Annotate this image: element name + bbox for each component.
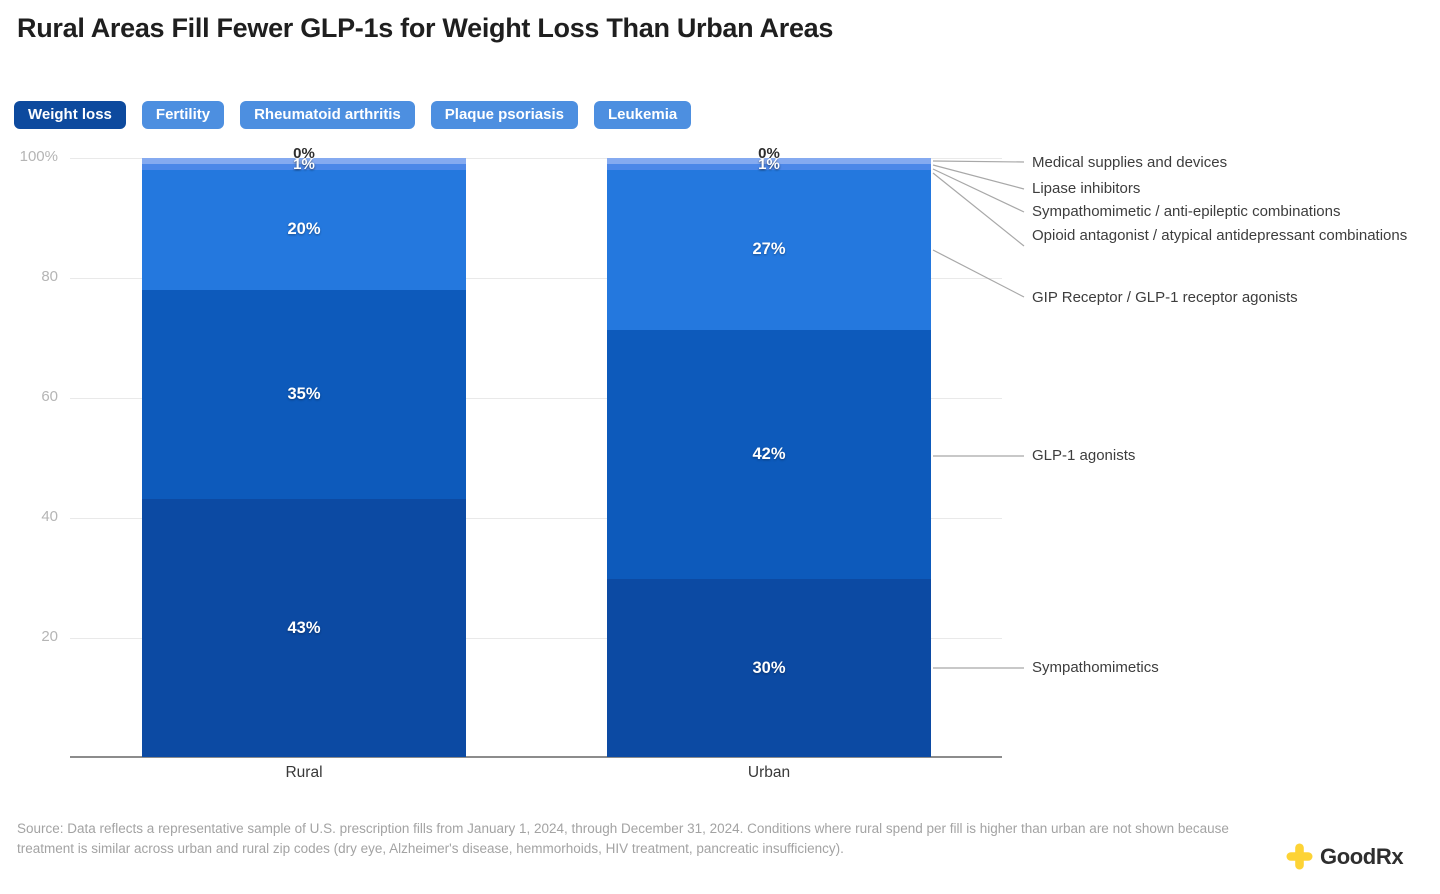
source-note: Source: Data reflects a representative s… — [17, 821, 1229, 856]
segment-value-label: 35% — [287, 385, 321, 404]
goodrx-logo: GoodRx — [1286, 843, 1404, 870]
y-tick-40: 40 — [41, 508, 58, 525]
gridline-100 — [70, 158, 1002, 159]
y-tick-20: 20 — [41, 628, 58, 645]
bar-segment-gip-glp1-agonists[interactable]: 27% — [607, 169, 931, 330]
segment-value-label: 20% — [287, 220, 321, 239]
bar-segment-gip-glp1-agonists[interactable]: 20% — [142, 169, 466, 290]
annotation-gip-glp1-agonists: GIP Receptor / GLP-1 receptor agonists — [1032, 289, 1298, 306]
segment-value-label: 42% — [752, 445, 786, 463]
segment-value-label: 43% — [287, 618, 321, 637]
x-label-rural: Rural — [285, 764, 323, 781]
annotation-glp1-agonists: GLP-1 agonists — [1032, 447, 1136, 464]
tab-leukemia[interactable]: Leukemia — [594, 101, 692, 129]
tab-fertility[interactable]: Fertility — [141, 101, 225, 129]
stacked-bar-urban[interactable]: 27% 42% 30% — [607, 158, 931, 757]
y-tick-100: 100% — [19, 148, 58, 165]
tab-weight-loss[interactable]: Weight loss — [14, 101, 126, 129]
condition-tabs: Weight loss Fertility Rheumatoid arthrit… — [14, 101, 692, 129]
gridline-20 — [70, 638, 1002, 639]
y-tick-80: 80 — [41, 268, 58, 285]
annotation-sympathomimetics: Sympathomimetics — [1032, 659, 1159, 676]
bar-segment-opioid-antagonist-combos[interactable] — [607, 163, 931, 170]
x-label-urban: Urban — [747, 764, 791, 781]
bar-segment-sympathomimetics[interactable]: 43% — [142, 499, 466, 757]
annotation-lipase-inhibitors: Lipase inhibitors — [1032, 180, 1141, 197]
x-axis-line — [70, 756, 1002, 758]
bar-segment-sympathomimetics[interactable]: 30% — [607, 579, 931, 757]
gridline-80 — [70, 278, 1002, 279]
gridline-60 — [70, 398, 1002, 399]
segment-value-label: 30% — [752, 658, 786, 677]
goodrx-logo-text: GoodRx — [1320, 843, 1404, 869]
bar-segment-opioid-antagonist-combos[interactable] — [142, 163, 466, 170]
segment-value-label: 27% — [752, 240, 786, 259]
annotation-sympathomimetic-anti-epileptic: Sympathomimetic / anti-epileptic combina… — [1032, 203, 1341, 220]
page-title: Rural Areas Fill Fewer GLP-1s for Weight… — [17, 13, 834, 43]
bar-segment-glp1-agonists[interactable]: 35% — [142, 289, 466, 500]
gridline-40 — [70, 518, 1002, 519]
bar-segment-lipase-inhibitors[interactable] — [607, 158, 931, 164]
annotation-medical-supplies: Medical supplies and devices — [1032, 154, 1228, 171]
bar-segment-lipase-inhibitors[interactable] — [142, 158, 466, 164]
goodrx-cross-icon — [1286, 843, 1313, 870]
y-tick-60: 60 — [41, 388, 58, 405]
tab-plaque-psoriasis[interactable]: Plaque psoriasis — [430, 101, 578, 129]
stacked-bar-rural[interactable]: 20% 35% 43% — [142, 158, 466, 757]
tab-rheumatoid-arthritis[interactable]: Rheumatoid arthritis — [240, 101, 415, 129]
annotation-opioid-antagonist-combos: Opioid antagonist / atypical antidepress… — [1032, 227, 1408, 244]
bar-segment-glp1-agonists[interactable]: 42% — [607, 329, 931, 580]
